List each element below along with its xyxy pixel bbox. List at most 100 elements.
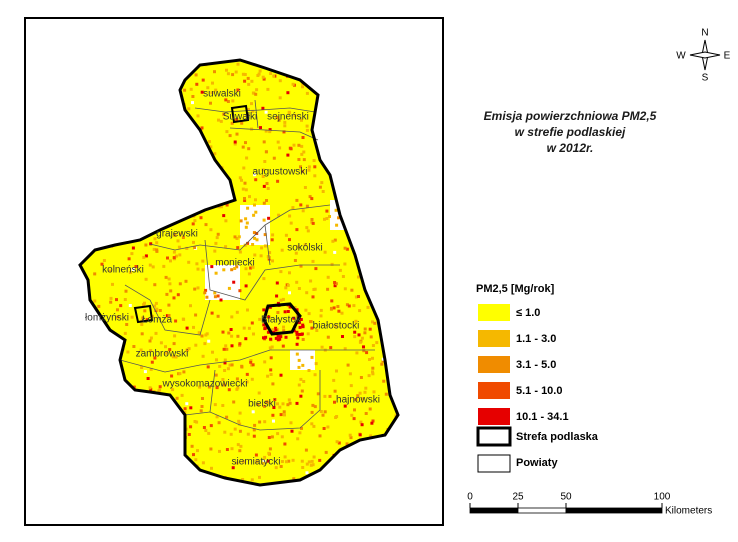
grid-cell	[288, 401, 292, 405]
grid-cell	[255, 460, 259, 464]
grid-cell	[333, 281, 337, 284]
grid-cell	[266, 374, 270, 378]
grid-cell	[109, 300, 113, 304]
grid-cell	[236, 334, 240, 338]
grid-cell	[358, 340, 362, 344]
grid-cell	[350, 288, 354, 292]
grid-cell	[209, 424, 213, 428]
grid-cell	[276, 140, 280, 144]
grid-cell	[231, 466, 235, 470]
grid-cell	[287, 459, 291, 463]
grid-cell	[251, 410, 255, 414]
grid-cell	[334, 282, 338, 286]
grid-cell	[350, 413, 354, 417]
grid-cell	[276, 179, 280, 183]
grid-cell	[222, 214, 226, 218]
legend-title: PM2,5 [Mg/rok]	[476, 283, 555, 295]
grid-cell	[210, 311, 214, 315]
grid-cell	[204, 429, 208, 432]
grid-cell	[246, 308, 249, 312]
grid-cell	[170, 374, 174, 378]
grid-cell	[319, 410, 323, 413]
grid-cell	[218, 364, 222, 368]
grid-cell	[238, 289, 242, 293]
scale-segment	[565, 507, 663, 514]
grid-cell	[272, 419, 275, 423]
grid-cell	[335, 440, 339, 444]
scale-tick-label: 100	[654, 492, 671, 503]
grid-cell	[292, 329, 296, 333]
grid-cell	[216, 294, 220, 298]
grid-cell	[254, 178, 258, 182]
grid-cell	[235, 118, 239, 122]
grid-cell	[300, 144, 304, 148]
grid-cell	[123, 331, 127, 335]
legend-label: 5.1 - 10.0	[516, 385, 562, 397]
legend-county-label: Powiaty	[516, 457, 558, 469]
grid-cell	[340, 311, 344, 315]
grid-cell	[312, 424, 316, 428]
grid-cell	[301, 323, 305, 327]
grid-cell	[334, 208, 338, 212]
grid-cell	[167, 277, 171, 281]
grid-cell	[263, 360, 267, 364]
grid-cell	[370, 421, 374, 425]
grid-cell	[288, 214, 292, 218]
grid-cell	[262, 323, 266, 327]
grid-cell	[174, 355, 178, 359]
grid-cell	[244, 225, 248, 229]
grid-cell	[185, 246, 189, 250]
grid-cell	[168, 348, 172, 352]
grid-cell	[245, 221, 249, 225]
grid-cell	[371, 370, 374, 374]
grid-cell	[199, 216, 203, 220]
grid-cell	[210, 265, 214, 269]
grid-cell	[201, 268, 205, 272]
grid-cell	[245, 156, 249, 160]
grid-cell	[297, 365, 301, 369]
grid-cell	[301, 338, 305, 341]
grid-cell	[306, 229, 310, 233]
grid-cell	[187, 260, 191, 264]
grid-cell	[297, 321, 301, 325]
county-label: Suwałki	[223, 112, 257, 123]
grid-cell	[254, 210, 258, 214]
grid-cell	[184, 279, 188, 283]
grid-cell	[337, 216, 341, 220]
grid-cell	[175, 396, 179, 400]
grid-cell	[310, 355, 314, 359]
grid-cell	[204, 288, 208, 292]
grid-cell	[224, 219, 228, 223]
grid-cell	[268, 256, 271, 259]
grid-cell	[116, 315, 120, 319]
grid-cell	[302, 380, 306, 383]
grid-cell	[215, 358, 218, 362]
grid-cell	[203, 342, 207, 346]
grid-cell	[300, 389, 304, 393]
grid-cell	[244, 188, 248, 192]
grid-cell	[207, 385, 211, 389]
grid-cell	[354, 295, 358, 299]
grid-cell	[230, 121, 234, 125]
grid-cell	[191, 222, 195, 226]
grid-cell	[247, 147, 251, 151]
grid-cell	[276, 432, 280, 436]
grid-cell	[247, 108, 250, 111]
grid-cell	[193, 246, 197, 249]
grid-cell	[252, 213, 256, 217]
grid-cell	[337, 441, 341, 445]
grid-cell	[231, 99, 235, 103]
grid-cell	[237, 235, 241, 239]
grid-cell	[293, 259, 297, 262]
grid-cell	[336, 305, 340, 308]
grid-cell	[283, 120, 287, 124]
grid-cell	[144, 277, 148, 281]
grid-cell	[149, 336, 153, 340]
grid-cell	[226, 72, 230, 76]
grid-cell	[230, 447, 234, 451]
grid-cell	[93, 299, 97, 303]
grid-cell	[153, 237, 157, 241]
grid-cell	[190, 444, 194, 448]
grid-cell	[244, 267, 248, 271]
grid-cell	[167, 314, 171, 317]
